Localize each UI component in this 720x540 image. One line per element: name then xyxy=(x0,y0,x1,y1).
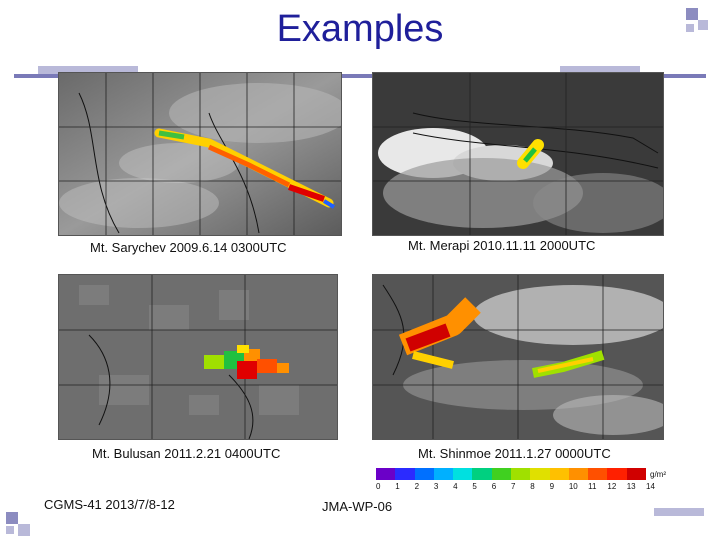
colorbar-tick-label: 10 xyxy=(568,482,578,491)
satellite-image-shinmoe xyxy=(373,275,663,439)
image-panel-sarychev xyxy=(58,72,342,236)
colorbar-swatch xyxy=(568,468,589,480)
corner-square xyxy=(686,8,698,20)
colorbar-swatch xyxy=(376,468,396,480)
colorbar-swatch xyxy=(530,468,550,480)
colorbar-tick-label: 14 xyxy=(646,482,655,491)
colorbar-swatch xyxy=(607,468,627,480)
colorbar-swatch xyxy=(433,468,454,480)
colorbar-tick-label: 11 xyxy=(588,482,597,491)
colorbar-tick-label: 9 xyxy=(549,482,555,491)
caption-merapi: Mt. Merapi 2010.11.11 2000UTC xyxy=(408,238,596,253)
colorbar-ticks: 0 1 2 3 4 5 6 7 8 9 10 11 12 13 14 xyxy=(372,482,662,494)
corner-square xyxy=(38,66,138,74)
colorbar-swatch xyxy=(588,468,608,480)
image-panel-merapi xyxy=(372,72,664,236)
colorbar-tick-label: 5 xyxy=(472,482,477,491)
corner-square xyxy=(654,508,704,516)
colorbar-swatch xyxy=(491,468,511,480)
colorbar-swatch xyxy=(414,468,434,480)
title-rule xyxy=(14,74,706,78)
corner-square xyxy=(6,526,14,534)
satellite-image-bulusan xyxy=(59,275,337,439)
colorbar-tick-label: 0 xyxy=(376,482,381,491)
colorbar-tick-label: 4 xyxy=(453,482,458,491)
colorbar-tick-label: 7 xyxy=(511,482,516,491)
satellite-image-merapi xyxy=(373,73,663,235)
colorbar-swatch xyxy=(472,468,492,480)
footer-paper-id: JMA-WP-06 xyxy=(322,499,393,514)
footer-conference: CGMS-41 2013/7/8-12 xyxy=(44,497,175,512)
colorbar-tick-label: 8 xyxy=(530,482,535,491)
colorbar-swatch xyxy=(510,468,531,480)
image-panel-shinmoe xyxy=(372,274,664,440)
corner-square xyxy=(698,20,708,30)
caption-bulusan: Mt. Bulusan 2011.2.21 0400UTC xyxy=(92,446,281,461)
caption-sarychev: Mt. Sarychev 2009.6.14 0300UTC xyxy=(90,240,287,255)
corner-square xyxy=(686,24,694,32)
colorbar-tick-label: 2 xyxy=(414,482,420,491)
colorbar-unit: g/m² xyxy=(650,470,666,479)
colorbar-swatch xyxy=(549,468,569,480)
slide-title: Examples xyxy=(276,8,444,50)
corner-square xyxy=(560,66,640,74)
colorbar-swatch xyxy=(395,468,415,480)
colorbar-tick-label: 3 xyxy=(433,482,439,491)
colorbar-swatch xyxy=(453,468,473,480)
colorbar-tick-label: 13 xyxy=(626,482,636,491)
satellite-image-sarychev xyxy=(59,73,341,235)
colorbar-tick-label: 1 xyxy=(395,482,400,491)
image-panel-bulusan xyxy=(58,274,338,440)
colorbar xyxy=(376,468,646,480)
colorbar-tick-label: 12 xyxy=(607,482,617,491)
corner-square xyxy=(18,524,30,536)
colorbar-swatch xyxy=(626,468,646,480)
corner-square xyxy=(6,512,18,524)
colorbar-tick-label: 6 xyxy=(491,482,497,491)
caption-shinmoe: Mt. Shinmoe 2011.1.27 0000UTC xyxy=(418,446,611,461)
